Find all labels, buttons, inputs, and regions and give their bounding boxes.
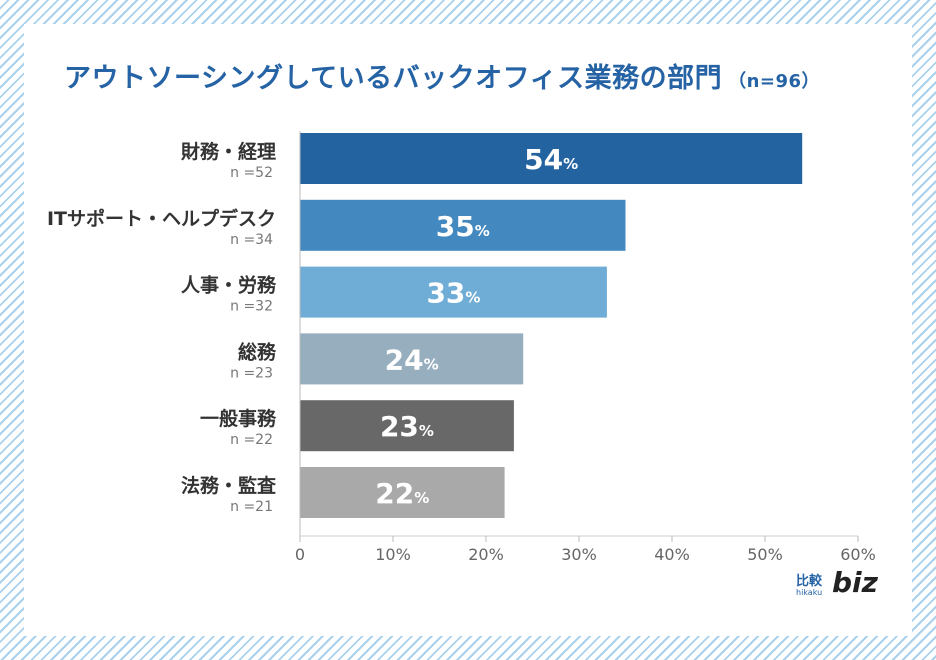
sample-size: （n=96） bbox=[728, 71, 821, 92]
bar bbox=[300, 133, 803, 184]
chart-title: アウトソーシングしているバックオフィス業務の部門 （n=96） bbox=[64, 63, 821, 94]
category-label: 財務・経理 bbox=[181, 140, 276, 163]
tick-label: 30% bbox=[561, 545, 597, 564]
bar bbox=[300, 400, 514, 452]
category-label: ITサポート・ヘルプデスク bbox=[47, 207, 276, 230]
hikaku-biz-logo: 比較 hikaku biz bbox=[796, 566, 878, 610]
bar bbox=[300, 467, 505, 518]
tick-label: 60% bbox=[840, 545, 876, 564]
logo-kanji: 比較 bbox=[796, 574, 823, 589]
sample-count-label: n =23 bbox=[230, 365, 273, 381]
bar bbox=[300, 199, 626, 251]
tick-label: 20% bbox=[468, 545, 504, 564]
sample-count-label: n =22 bbox=[230, 432, 273, 448]
data-label: 33% bbox=[426, 277, 480, 310]
category-label: 一般事務 bbox=[200, 407, 277, 430]
category-label: 法務・監査 bbox=[181, 474, 277, 497]
bar bbox=[300, 333, 524, 385]
sample-count-label: n =32 bbox=[230, 299, 273, 315]
tick-label: 50% bbox=[747, 545, 783, 564]
logo-roman: hikaku bbox=[796, 588, 823, 597]
logo-biz: biz bbox=[832, 566, 878, 599]
sample-count-label: n =52 bbox=[230, 165, 273, 181]
tick-label: 0 bbox=[295, 545, 305, 564]
sample-count-label: n =21 bbox=[230, 499, 273, 515]
category-label: 総務 bbox=[238, 340, 277, 363]
tick-label: 10% bbox=[375, 545, 411, 564]
category-label: 人事・労務 bbox=[181, 274, 277, 297]
sample-count-label: n =34 bbox=[230, 232, 273, 248]
chart-panel: アウトソーシングしているバックオフィス業務の部門 （n=96） bbox=[24, 24, 912, 636]
tick-label: 40% bbox=[654, 545, 690, 564]
bar bbox=[300, 266, 607, 318]
